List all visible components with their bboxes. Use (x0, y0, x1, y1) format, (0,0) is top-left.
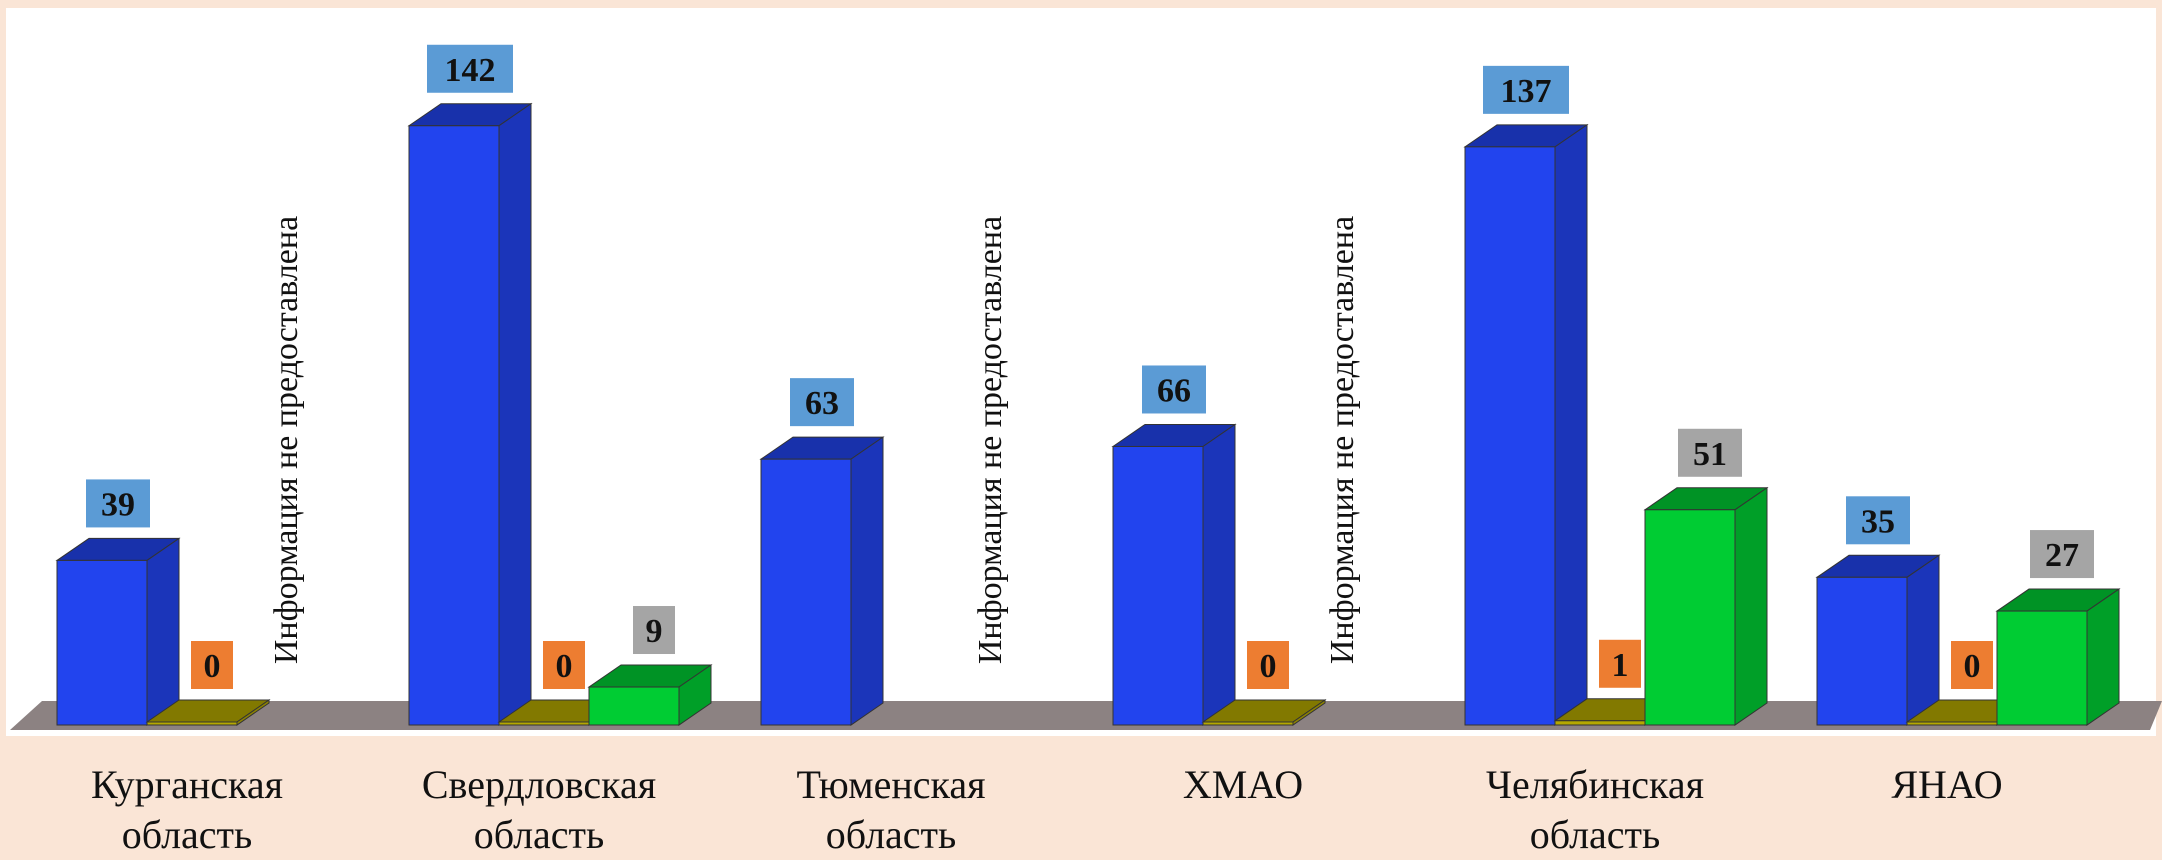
bar-front-face (1202, 721, 1294, 726)
data-label-text: 66 (1157, 372, 1191, 409)
missing-note-layer: Информация не предоставлена Информация не… (268, 216, 1361, 664)
data-label: 0 (541, 639, 587, 691)
data-label-box (1844, 494, 1912, 547)
data-label-box (1597, 637, 1643, 690)
data-label: 27 (2028, 528, 2096, 581)
bar-3d (145, 699, 271, 726)
data-label: 142 (425, 42, 515, 95)
data-label-box (84, 477, 152, 530)
data-label: 137 (1481, 63, 1571, 116)
data-label-box (1245, 639, 1291, 691)
data-label-box (788, 376, 856, 429)
data-label-text: 35 (1861, 503, 1895, 540)
bar-front-face (56, 559, 148, 726)
data-label-text: 51 (1693, 436, 1727, 473)
data-label-box (631, 604, 677, 657)
data-label-box (2028, 528, 2096, 581)
category-label: Челябинская область (1485, 762, 1704, 857)
data-label-layer: 39 0 142 0 9 63 66 0 137 1 51 35 0 27 (84, 42, 2096, 691)
data-label: 0 (1245, 639, 1291, 691)
data-label-box (425, 42, 515, 95)
data-label-box (541, 639, 587, 691)
data-label-text: 39 (101, 486, 135, 523)
data-label-text: 0 (1964, 648, 1981, 685)
data-label: 63 (788, 376, 856, 429)
bar-3d (55, 537, 181, 726)
bar-side-face (146, 537, 180, 726)
bar-side-face (1202, 423, 1236, 726)
data-label: 66 (1140, 363, 1208, 416)
bar-3d (1111, 423, 1237, 726)
bar-front-face (588, 686, 680, 726)
bar-3d (1201, 699, 1327, 726)
bar-front-face (1906, 721, 1998, 726)
data-label-text: 1 (1612, 647, 1629, 684)
category-label: Свердловская область (421, 762, 657, 857)
bar-front-face (1644, 509, 1736, 726)
bar-3d (1463, 123, 1589, 726)
missing-data-note: Информация не предоставлена (268, 216, 305, 664)
data-label: 9 (631, 604, 677, 657)
data-label: 51 (1676, 426, 1744, 479)
data-label: 0 (1949, 639, 1995, 691)
bar-3d (1643, 486, 1769, 726)
data-label-text: 9 (646, 613, 663, 650)
bar-3d (759, 436, 885, 726)
data-label-box (1140, 363, 1208, 416)
bar-front-face (146, 721, 238, 726)
data-label-text: 137 (1501, 73, 1552, 110)
data-label: 1 (1597, 637, 1643, 690)
category-label: ХМАО (1182, 762, 1304, 807)
data-label-box (189, 639, 235, 691)
category-label: Курганская область (91, 762, 283, 857)
bar-3d (407, 102, 533, 726)
bar-side-face (2086, 588, 2120, 726)
bar-front-face (1816, 576, 1908, 726)
category-label: ЯНАО (1891, 762, 2003, 807)
bar-front-face (1996, 610, 2088, 726)
bar-front-face (1112, 445, 1204, 726)
bar-front-face (498, 721, 590, 726)
data-label-box (1676, 426, 1744, 479)
bar-front-face (760, 458, 852, 726)
bar-3d (587, 664, 713, 726)
bar-side-face (1906, 554, 1940, 726)
missing-data-note: Информация не предоставлена (972, 216, 1009, 664)
bar-side-face (498, 102, 532, 726)
data-label-text: 27 (2045, 537, 2079, 574)
data-label-box (1949, 639, 1995, 691)
missing-data-note: Информация не предоставлена (1324, 216, 1361, 664)
bar-front-face (408, 125, 500, 726)
data-label-text: 142 (445, 52, 496, 89)
bar-3d (1995, 588, 2121, 726)
bar-side-face (850, 436, 884, 726)
bar-front-face (1554, 720, 1646, 726)
data-label-text: 0 (1260, 648, 1277, 685)
bar-side-face (1554, 123, 1588, 726)
category-label: Тюменская область (796, 762, 986, 857)
data-label: 0 (189, 639, 235, 691)
bar-side-face (1734, 486, 1768, 726)
bar-3d (1815, 554, 1941, 726)
data-label-text: 0 (204, 648, 221, 685)
data-label: 39 (84, 477, 152, 530)
data-label-text: 63 (805, 385, 839, 422)
bar-front-face (1464, 146, 1556, 726)
bar-layer (55, 102, 2121, 726)
data-label-text: 0 (556, 648, 573, 685)
data-label-box (1481, 63, 1571, 116)
plot-area-background (6, 8, 2156, 736)
data-label: 35 (1844, 494, 1912, 547)
